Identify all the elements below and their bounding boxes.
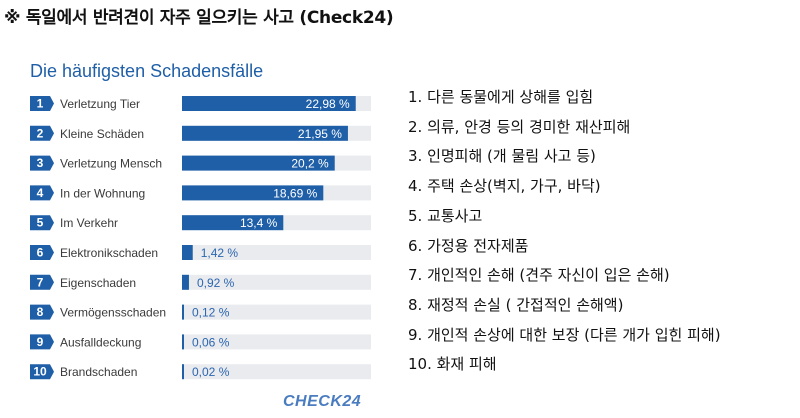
bar (182, 304, 184, 320)
translation-item: 3. 인명피해 (개 물림 사고 등) (408, 147, 596, 166)
translation-item: 2. 의류, 안경 등의 경미한 재산피해 (408, 117, 631, 136)
rank-number: 8 (37, 305, 44, 319)
category-label: Eigenschaden (60, 276, 136, 290)
value-label: 18,69 % (273, 186, 317, 200)
bar (182, 245, 193, 260)
bar-track (182, 245, 371, 260)
value-label: 13,4 % (240, 216, 278, 230)
rank-number: 10 (33, 365, 47, 379)
value-label: 1,42 % (201, 246, 239, 260)
rank-number: 1 (37, 97, 44, 111)
category-label: In der Wohnung (60, 186, 145, 200)
rank-badge (30, 185, 54, 201)
translation-item: 1. 다른 동물에게 상해를 입힘 (408, 88, 594, 106)
value-label: 20,2 % (291, 157, 329, 171)
page-heading: ※ 독일에서 반려견이 자주 일으키는 사고 (Check24) (4, 8, 394, 28)
translation-item: 6. 가정용 전자제품 (408, 236, 529, 255)
rank-badge (30, 304, 54, 320)
bar (182, 274, 189, 290)
category-label: Vermögensschaden (60, 306, 166, 320)
rank-number: 4 (37, 186, 44, 200)
category-label: Elektronikschaden (60, 246, 158, 260)
rank-badge (30, 334, 54, 350)
translation-item: 9. 개인적 손상에 대한 보장 (다른 개가 입힌 피해) (408, 325, 721, 344)
rank-number: 2 (37, 126, 44, 140)
translation-item: 5. 교통사고 (408, 206, 483, 225)
rank-badge (30, 364, 54, 380)
bar (182, 334, 184, 350)
bar (182, 215, 284, 231)
category-label: Im Verkehr (60, 216, 118, 230)
rank-badge (30, 215, 54, 231)
category-label: Ausfalldeckung (60, 335, 141, 349)
bar-track (182, 274, 371, 290)
bar (182, 125, 348, 141)
translation-item: 10. 화재 피해 (408, 355, 497, 374)
value-label: 0,02 % (192, 365, 230, 379)
rank-badge (30, 155, 54, 171)
rank-number: 7 (37, 275, 44, 289)
translation-item: 8. 재정적 손실 ( 간접적인 손해액) (408, 295, 624, 314)
bar-track (182, 334, 371, 350)
translation-item: 7. 개인적인 손해 (견주 자신이 입은 손해) (408, 266, 670, 285)
bar (182, 155, 335, 171)
rank-badge (30, 274, 54, 290)
rank-number: 5 (37, 216, 44, 230)
rank-badge (30, 125, 54, 141)
value-label: 0,12 % (192, 306, 230, 320)
category-label: Brandschaden (60, 365, 137, 379)
value-label: 0,06 % (192, 335, 230, 349)
bar (182, 96, 356, 111)
bar-track (182, 364, 371, 380)
bar (182, 364, 184, 380)
bar-track (182, 304, 371, 320)
rank-number: 3 (37, 156, 44, 170)
value-label: 21,95 % (298, 127, 342, 141)
chart-title: Die häufigsten Schadensfälle (30, 61, 264, 81)
category-label: Kleine Schäden (60, 127, 144, 141)
check24-logo: CHECK24 (283, 393, 362, 410)
category-label: Verletzung Mensch (60, 157, 162, 171)
rank-number: 9 (37, 335, 44, 349)
bar-chart: 1 Verletzung Tier 22,98 % 2 Kleine Schäden 21… (30, 96, 371, 380)
value-label: 22,98 % (306, 97, 350, 111)
translation-item: 4. 주택 손상(벽지, 가구, 바닥) (408, 177, 601, 196)
rank-badge (30, 245, 54, 260)
bar (182, 185, 324, 201)
category-label: Verletzung Tier (60, 97, 140, 111)
rank-number: 6 (37, 246, 44, 260)
value-label: 0,92 % (197, 276, 235, 290)
chart-panel: Die häufigsten Schadensfälle 1 Verletzung… (18, 48, 392, 418)
rank-badge (30, 96, 54, 111)
